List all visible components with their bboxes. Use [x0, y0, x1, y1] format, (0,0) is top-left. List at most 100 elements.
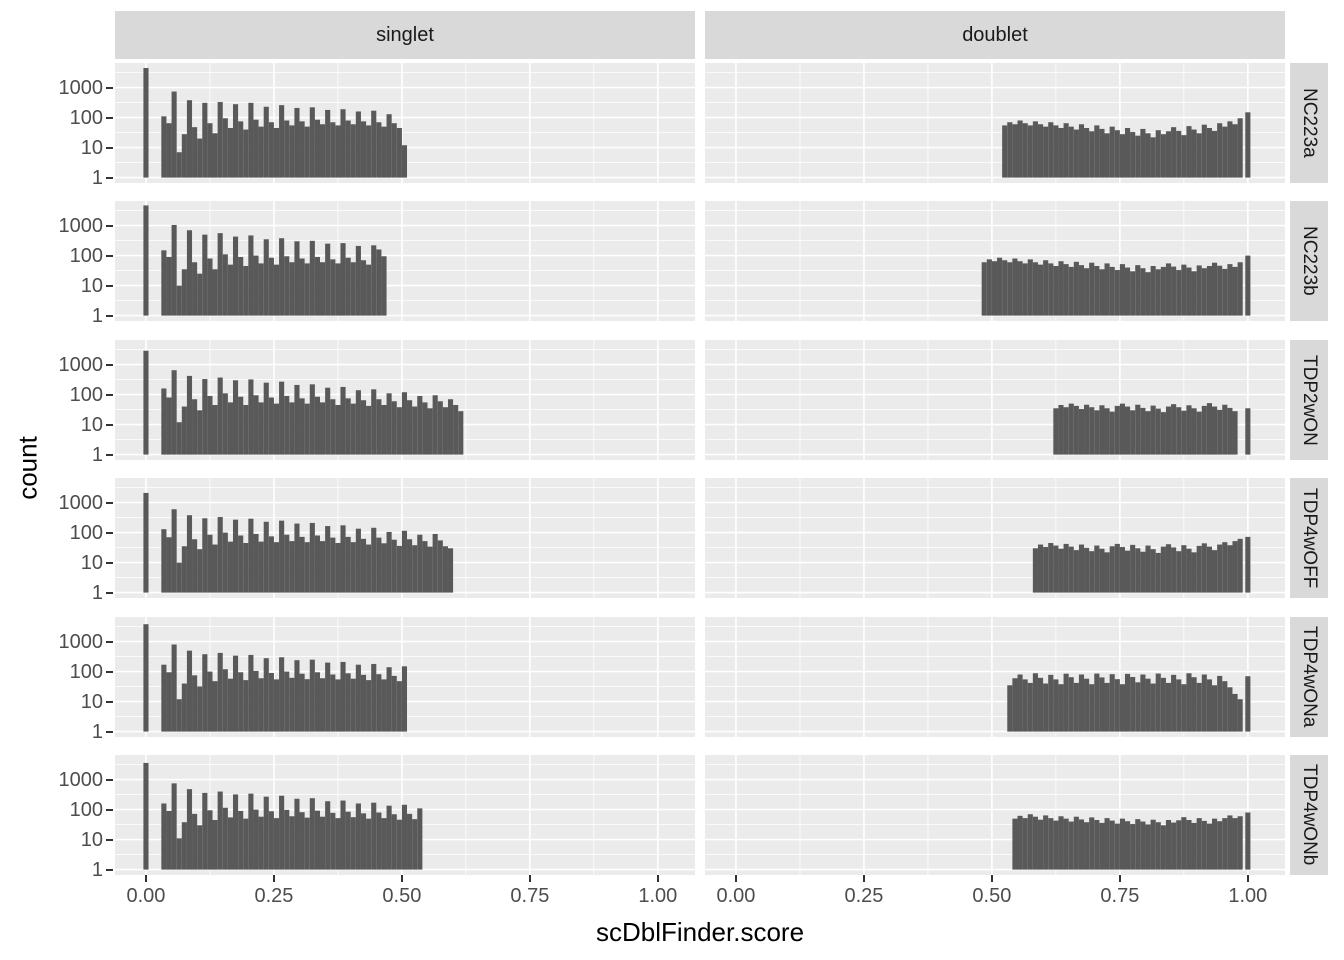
y-tick-mark	[106, 116, 113, 119]
panel-TDP4wONb-singlet	[115, 755, 695, 875]
x-tick-mark	[656, 875, 659, 882]
y-tick-mark	[106, 224, 113, 227]
y-tick-mark	[106, 670, 113, 673]
x-tick-label: 0.00	[716, 885, 756, 907]
x-tick-mark	[862, 875, 865, 882]
facet-row-strip-NC223a: NC223a	[1290, 63, 1328, 183]
panel-NC223b-doublet	[705, 201, 1285, 321]
facet-row-strip-TDP4wONa: TDP4wONa	[1290, 617, 1328, 737]
x-tick-label: 0.25	[254, 885, 294, 907]
y-tick-mark	[106, 868, 113, 871]
y-tick-mark	[106, 591, 113, 594]
y-tick-label: 1	[91, 581, 103, 604]
y-tick-label: 1000	[58, 76, 104, 99]
x-tick-label: 0.00	[126, 885, 166, 907]
y-tick-label: 100	[69, 244, 103, 267]
y-tick-label: 10	[80, 413, 103, 436]
y-tick-mark	[106, 700, 113, 703]
facet-row-strip-TDP4wOFF: TDP4wOFF	[1290, 478, 1328, 598]
y-tick-mark	[106, 501, 113, 504]
x-tick-mark	[528, 875, 531, 882]
x-tick-label: 1.00	[638, 885, 678, 907]
bars-TDP2wON-doublet	[1053, 403, 1251, 455]
y-tick-mark	[106, 453, 113, 456]
y-tick-label: 10	[80, 828, 103, 851]
bars-NC223b-singlet	[143, 205, 387, 316]
facet-row-strip-TDP2wON: TDP2wON	[1290, 340, 1328, 460]
y-tick-label: 100	[69, 798, 103, 821]
y-tick-mark	[106, 393, 113, 396]
panel-TDP2wON-singlet	[115, 340, 695, 460]
y-tick-mark	[106, 838, 113, 841]
x-axis-title: scDblFinder.score	[595, 917, 805, 947]
x-tick-label: 0.75	[1100, 885, 1140, 907]
y-tick-label: 100	[69, 106, 103, 129]
panel-NC223b-singlet	[115, 201, 695, 321]
x-tick-label: 0.50	[972, 885, 1012, 907]
y-tick-mark	[106, 86, 113, 89]
y-tick-label: 1000	[58, 214, 104, 237]
panel-TDP2wON-doublet	[705, 340, 1285, 460]
x-tick-mark	[990, 875, 993, 882]
x-tick-mark	[272, 875, 275, 882]
x-tick-mark	[400, 875, 403, 882]
y-tick-mark	[106, 531, 113, 534]
y-tick-label: 100	[69, 660, 103, 683]
bars-TDP4wONb-singlet	[143, 762, 423, 870]
y-tick-label: 10	[80, 690, 103, 713]
y-tick-label: 10	[80, 136, 103, 159]
panel-NC223a-doublet	[705, 63, 1285, 183]
x-tick-mark	[734, 875, 737, 882]
bars-TDP4wOFF-singlet	[143, 492, 454, 593]
panel-NC223a-singlet	[115, 63, 695, 183]
bars-NC223b-doublet	[981, 255, 1251, 316]
bars-TDP4wONa-singlet	[143, 624, 408, 732]
y-tick-label: 100	[69, 521, 103, 544]
y-tick-label: 10	[80, 551, 103, 574]
x-tick-mark	[1246, 875, 1249, 882]
panel-TDP4wONa-doublet	[705, 617, 1285, 737]
panel-TDP4wONa-singlet	[115, 617, 695, 737]
x-tick-mark	[144, 875, 147, 882]
y-tick-label: 1000	[58, 768, 104, 791]
bars-TDP4wOFF-doublet	[1032, 536, 1251, 593]
panel-TDP4wOFF-doublet	[705, 478, 1285, 598]
y-tick-mark	[106, 640, 113, 643]
bars-NC223a-singlet	[143, 68, 408, 178]
bars-TDP2wON-singlet	[143, 350, 464, 455]
x-tick-label: 0.25	[844, 885, 884, 907]
y-tick-label: 1	[91, 443, 103, 466]
facet-row-strip-NC223b: NC223b	[1290, 201, 1328, 321]
bars-TDP4wONb-doublet	[1012, 812, 1251, 870]
y-tick-mark	[106, 561, 113, 564]
x-tick-mark	[1118, 875, 1121, 882]
bars-TDP4wONa-doublet	[1007, 673, 1251, 732]
facet-row-strip-TDP4wONb: TDP4wONb	[1290, 755, 1328, 875]
y-tick-mark	[106, 284, 113, 287]
y-tick-mark	[106, 730, 113, 733]
y-tick-mark	[106, 423, 113, 426]
y-tick-label: 1	[91, 304, 103, 327]
panel-TDP4wOFF-singlet	[115, 478, 695, 598]
y-tick-mark	[106, 778, 113, 781]
y-tick-label: 1000	[58, 491, 104, 514]
y-tick-label: 100	[69, 383, 103, 406]
panel-TDP4wONb-doublet	[705, 755, 1285, 875]
x-tick-label: 0.75	[510, 885, 550, 907]
bars-NC223a-doublet	[1002, 112, 1251, 178]
facet-column-strip-doublet: doublet	[705, 11, 1285, 59]
y-tick-label: 1000	[58, 630, 104, 653]
y-tick-mark	[106, 176, 113, 179]
y-tick-label: 1000	[58, 353, 104, 376]
y-tick-label: 1	[91, 720, 103, 743]
y-tick-label: 10	[80, 274, 103, 297]
y-tick-mark	[106, 146, 113, 149]
y-tick-mark	[106, 363, 113, 366]
x-tick-label: 1.00	[1228, 885, 1268, 907]
x-tick-label: 0.50	[382, 885, 422, 907]
y-tick-mark	[106, 254, 113, 257]
facet-column-strip-singlet: singlet	[115, 11, 695, 59]
y-tick-label: 1	[91, 858, 103, 881]
y-tick-mark	[106, 314, 113, 317]
